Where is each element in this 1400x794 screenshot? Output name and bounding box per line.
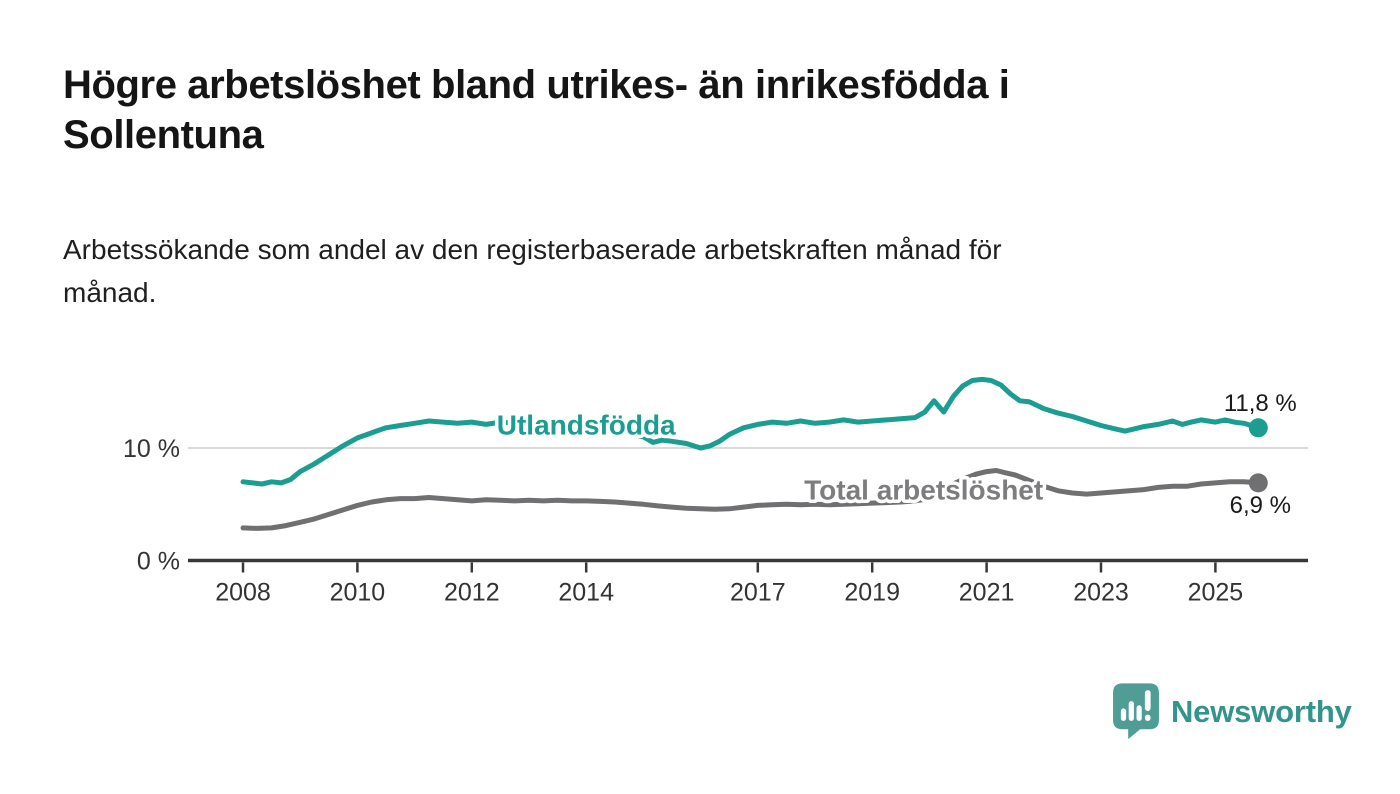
series-label-utlandsfodda: Utlandsfödda <box>497 409 676 440</box>
x-axis-tick-label: 2025 <box>1188 579 1244 607</box>
chart-subtitle-line2: månad. <box>63 277 157 309</box>
series-label-total-arbetsloshet: Total arbetslöshet <box>804 475 1043 506</box>
series-end-dot-total-arbetsloshet <box>1248 473 1268 493</box>
newsworthy-brand-name: Newsworthy <box>1171 693 1352 729</box>
newsworthy-speech-bubble-chart-icon <box>1113 683 1159 740</box>
x-axis-tick-label: 2008 <box>215 579 271 607</box>
x-axis-tick-label: 2012 <box>444 579 500 607</box>
logo-bar-3 <box>1136 705 1142 721</box>
newsworthy-logo: Newsworthy <box>1112 683 1352 740</box>
end-value-label-total-arbetsloshet: 6,9 % <box>1230 492 1291 519</box>
chart-subtitle: Arbetssökande som andel av den registerb… <box>63 228 1293 315</box>
x-axis-tick-label: 2019 <box>844 579 900 607</box>
series-end-dot-utlandsfodda <box>1248 418 1268 438</box>
x-axis-tick-label: 2023 <box>1073 579 1129 607</box>
x-axis-tick-label: 2010 <box>330 579 386 607</box>
logo-exclamation-bar <box>1144 690 1151 711</box>
x-axis-tick-label: 2021 <box>959 579 1015 607</box>
logo-bar-1 <box>1120 708 1127 721</box>
x-axis-tick-label: 2014 <box>558 579 614 607</box>
logo-bar-2 <box>1128 701 1134 721</box>
page-title-line1: Högre arbetslöshet bland utrikes- än inr… <box>63 63 1010 107</box>
series-line-total-arbetsloshet <box>240 468 1261 531</box>
page-title: Högre arbetslöshet bland utrikes- än inr… <box>63 60 1283 161</box>
logo-exclamation-dot <box>1144 714 1151 721</box>
page-title-line2: Sollentuna <box>63 113 264 158</box>
series-line-utlandsfodda <box>240 376 1261 487</box>
chart-subtitle-line1: Arbetssökande som andel av den registerb… <box>63 234 1002 265</box>
y-axis-tick-label: 10 % <box>123 435 180 463</box>
x-axis-tick-label: 2017 <box>730 579 786 607</box>
end-value-label-utlandsfodda: 11,8 % <box>1224 390 1297 417</box>
y-axis-tick-label: 0 % <box>137 548 180 576</box>
